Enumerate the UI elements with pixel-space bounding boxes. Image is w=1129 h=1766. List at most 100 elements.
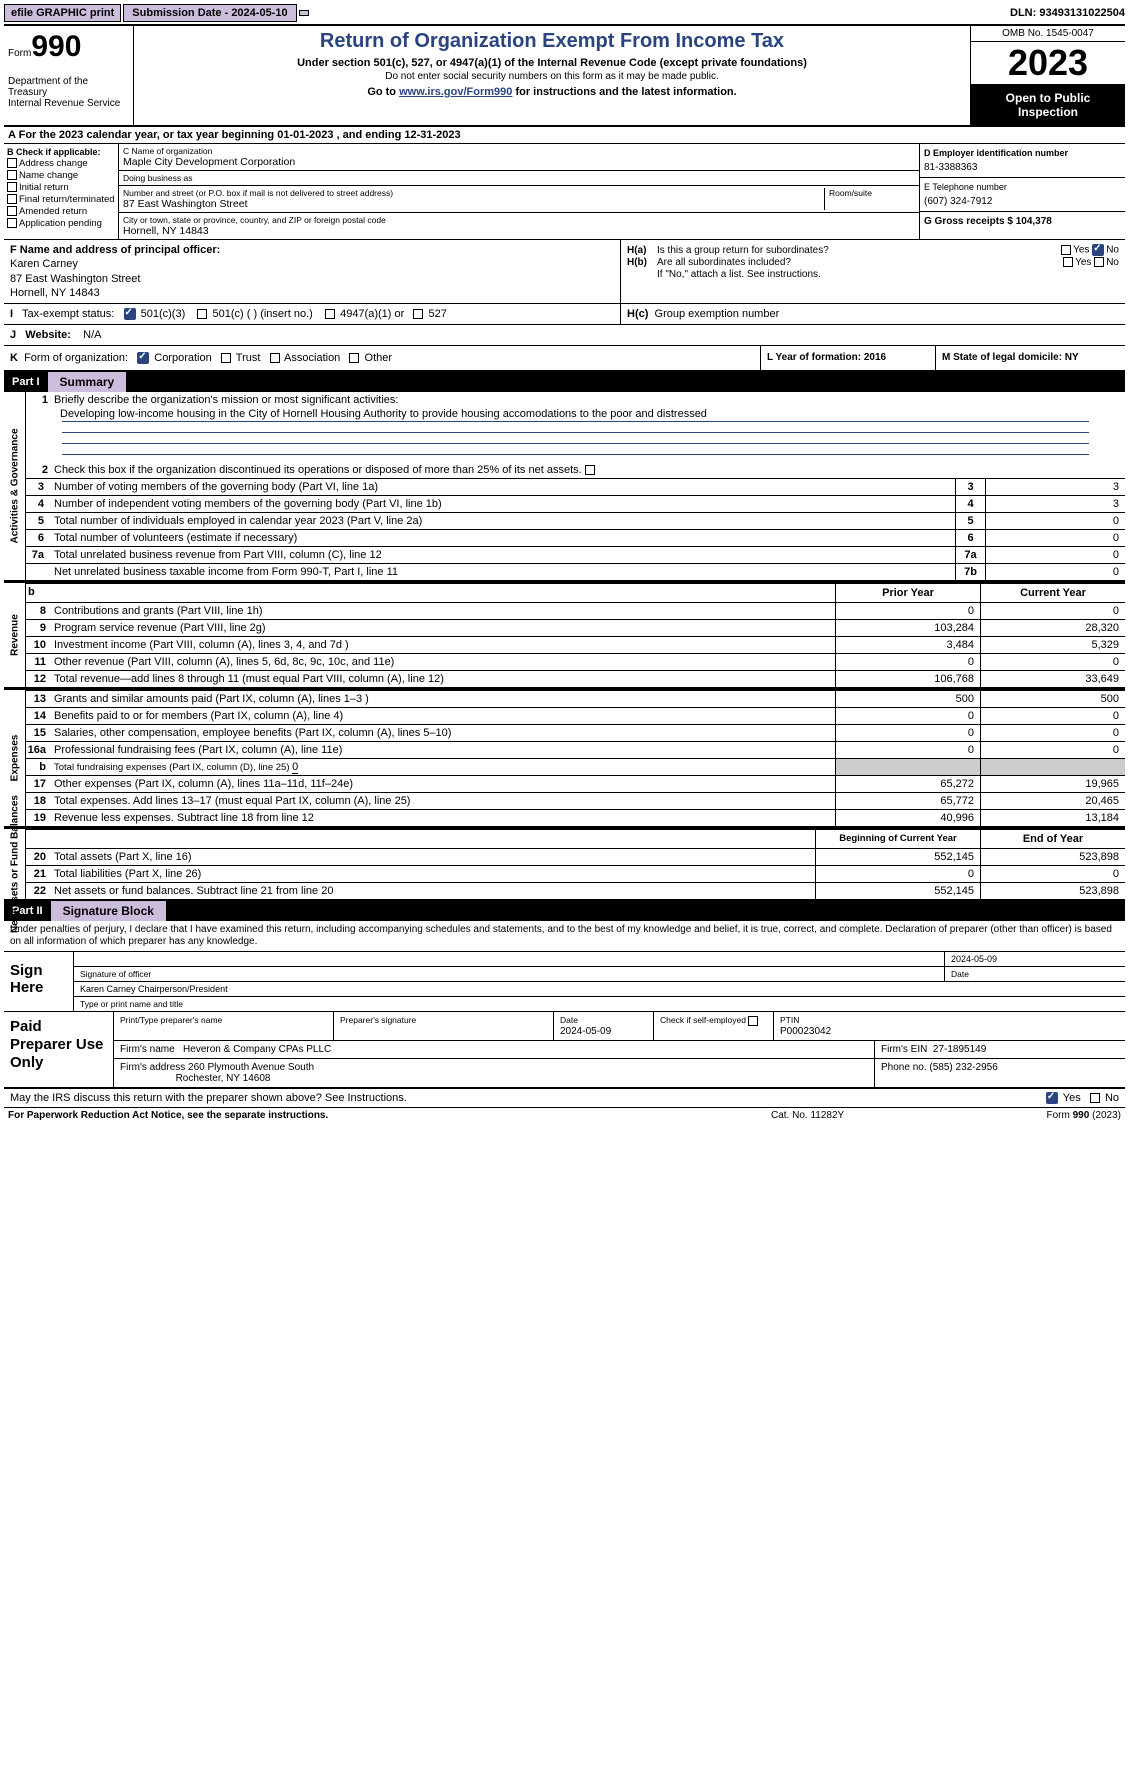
ein-label: D Employer identification number <box>924 148 1121 158</box>
chk-other[interactable] <box>349 353 359 363</box>
current-value: 5,329 <box>980 637 1125 653</box>
paid-preparer-label: Paid Preparer Use Only <box>4 1012 114 1087</box>
line6-text: Total number of volunteers (estimate if … <box>50 530 955 546</box>
col-b-checkboxes: B Check if applicable: Address change Na… <box>4 144 119 239</box>
room-label: Room/suite <box>829 188 915 198</box>
org-name: Maple City Development Corporation <box>123 156 915 168</box>
chk-501c3[interactable] <box>124 308 136 320</box>
paperwork-notice: For Paperwork Reduction Act Notice, see … <box>8 1110 771 1121</box>
dln-label: DLN: 93493131022504 <box>1010 7 1125 19</box>
chk-corp[interactable] <box>137 352 149 364</box>
firm-ein-value: 27-1895149 <box>933 1044 986 1055</box>
chk-527[interactable] <box>413 309 423 319</box>
hb-no-box[interactable] <box>1094 257 1104 267</box>
header-left: Form990 Department of the Treasury Inter… <box>4 26 134 125</box>
firm-addr-label: Firm's address <box>120 1062 185 1073</box>
row-text: Other expenses (Part IX, column (A), lin… <box>50 776 835 792</box>
chk-application-pending[interactable]: Application pending <box>7 218 115 229</box>
chk-assoc[interactable] <box>270 353 280 363</box>
group-return-block: H(a) Is this a group return for subordin… <box>620 240 1125 303</box>
discuss-no-box[interactable] <box>1090 1093 1100 1103</box>
firm-addr2: Rochester, NY 14608 <box>176 1073 271 1084</box>
prior-value: 552,145 <box>815 883 980 899</box>
top-toolbar: efile GRAPHIC print Submission Date - 20… <box>4 4 1125 26</box>
row-text: Total revenue—add lines 8 through 11 (mu… <box>50 671 835 687</box>
submission-date-chip: Submission Date - 2024-05-10 <box>123 4 296 22</box>
part2-header: Part II Signature Block <box>4 901 1125 921</box>
vlabel-ag: Activities & Governance <box>4 392 26 580</box>
firm-ein-label: Firm's EIN <box>881 1044 927 1055</box>
chk-name-change[interactable]: Name change <box>7 170 115 181</box>
dept-irs: Internal Revenue Service <box>8 98 129 109</box>
ha-yes-box[interactable] <box>1061 245 1071 255</box>
ha-no-box[interactable] <box>1092 244 1104 256</box>
chk-4947[interactable] <box>325 309 335 319</box>
ptin-label: PTIN <box>780 1015 799 1025</box>
tel-label: E Telephone number <box>924 182 1121 192</box>
vlabel-netassets: Net Assets or Fund Balances <box>4 829 26 899</box>
form-link[interactable]: www.irs.gov/Form990 <box>399 86 512 98</box>
row-text: Salaries, other compensation, employee b… <box>50 725 835 741</box>
prior-value: 40,996 <box>835 810 980 826</box>
part2-title: Signature Block <box>51 901 166 921</box>
perjury-declaration: Under penalties of perjury, I declare th… <box>4 921 1125 951</box>
chk-address-change[interactable]: Address change <box>7 158 115 169</box>
firm-name-value: Heveron & Company CPAs PLLC <box>183 1044 331 1055</box>
current-value: 0 <box>980 654 1125 670</box>
chk-initial-return[interactable]: Initial return <box>7 182 115 193</box>
open-inspection: Open to Public Inspection <box>971 85 1125 125</box>
prior-value: 500 <box>835 691 980 707</box>
year-formation: L Year of formation: 2016 <box>760 346 935 370</box>
principal-officer: F Name and address of principal officer:… <box>4 240 620 303</box>
chk-self-employed[interactable] <box>748 1016 758 1026</box>
hb-yes-box[interactable] <box>1063 257 1073 267</box>
efile-print-button[interactable]: efile GRAPHIC print <box>4 4 121 22</box>
line1-label: Briefly describe the organization's miss… <box>54 394 1121 406</box>
discuss-yes-box[interactable] <box>1046 1092 1058 1104</box>
hdr-end-year: End of Year <box>980 830 1125 848</box>
chk-trust[interactable] <box>221 353 231 363</box>
sig-officer-label: Signature of officer <box>80 969 151 979</box>
rev-b-label: b <box>28 586 35 598</box>
hdr-beg-year: Beginning of Current Year <box>815 830 980 848</box>
table-row: 17Other expenses (Part IX, column (A), l… <box>26 775 1125 792</box>
table-row: 16aProfessional fundraising fees (Part I… <box>26 741 1125 758</box>
col-c-org-info: C Name of organization Maple City Develo… <box>119 144 920 239</box>
chk-discontinued[interactable] <box>585 465 595 475</box>
row-text: Other revenue (Part VIII, column (A), li… <box>50 654 835 670</box>
form-title: Return of Organization Exempt From Incom… <box>142 30 962 53</box>
prior-value: 552,145 <box>815 849 980 865</box>
prep-date-label: Date <box>560 1015 578 1025</box>
chk-final-return[interactable]: Final return/terminated <box>7 194 115 205</box>
row-text: Total assets (Part X, line 16) <box>50 849 815 865</box>
row-text: Grants and similar amounts paid (Part IX… <box>50 691 835 707</box>
omb-number: OMB No. 1545-0047 <box>971 26 1125 42</box>
line16b-value: 0 <box>292 761 298 774</box>
ha-options: Yes No <box>1061 244 1119 256</box>
row-j-website: J Website: N/A <box>4 325 1125 346</box>
f-label: F Name and address of principal officer: <box>10 244 220 256</box>
sign-here-label: Sign Here <box>4 952 74 1011</box>
form-subtitle: Under section 501(c), 527, or 4947(a)(1)… <box>142 57 962 69</box>
row-text: Contributions and grants (Part VIII, lin… <box>50 603 835 619</box>
chk-amended-return[interactable]: Amended return <box>7 206 115 217</box>
k-label: K <box>10 352 18 364</box>
ein-value: 81-3388363 <box>924 162 1121 173</box>
table-row: 22Net assets or fund balances. Subtract … <box>26 882 1125 899</box>
line4-value: 3 <box>985 496 1125 512</box>
summary-activities-governance: Activities & Governance 1Briefly describ… <box>4 392 1125 581</box>
current-value: 500 <box>980 691 1125 707</box>
table-row: 21Total liabilities (Part X, line 26)00 <box>26 865 1125 882</box>
current-value: 0 <box>980 708 1125 724</box>
current-value: 33,649 <box>980 671 1125 687</box>
current-value: 28,320 <box>980 620 1125 636</box>
row-klm: K Form of organization: Corporation Trus… <box>4 346 1125 372</box>
row-text: Benefits paid to or for members (Part IX… <box>50 708 835 724</box>
discuss-text: May the IRS discuss this return with the… <box>10 1092 1046 1104</box>
line7b-text: Net unrelated business taxable income fr… <box>50 564 955 580</box>
chk-501c[interactable] <box>197 309 207 319</box>
ha-text: Is this a group return for subordinates? <box>657 245 1061 256</box>
gross-receipts: G Gross receipts $ 104,378 <box>924 216 1121 227</box>
prior-value: 0 <box>835 654 980 670</box>
prep-date-value: 2024-05-09 <box>560 1026 611 1037</box>
